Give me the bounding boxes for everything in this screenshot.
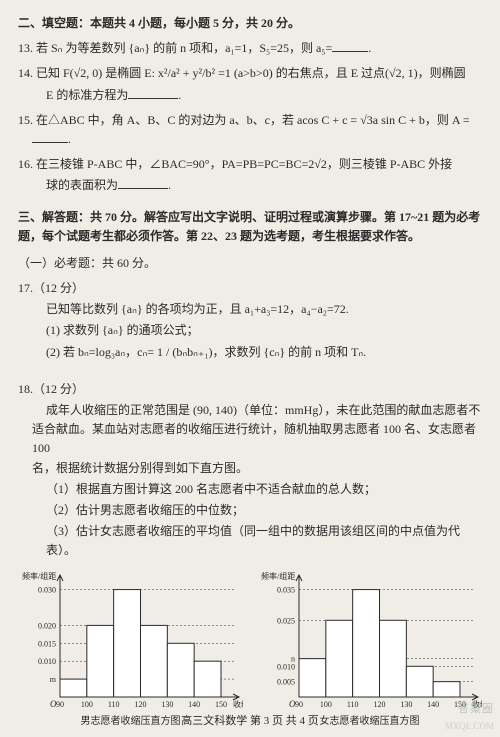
- q18-p3: （3）估计女志愿者收缩压的平均值（同一组中的数据用该组区间的中点值为代表）。: [18, 522, 482, 560]
- section-3-heading: 三、解答题：共 70 分。解答应写出文字说明、证明过程或演算步骤。第 17~21…: [18, 208, 482, 246]
- watermark-url: MXQE.COM: [445, 719, 494, 733]
- q14-line2: E 的标准方程为.: [18, 86, 482, 105]
- svg-text:0.010: 0.010: [38, 657, 56, 666]
- svg-text:130: 130: [161, 700, 173, 709]
- svg-text:110: 110: [347, 700, 359, 709]
- q16-line1: 16. 在三棱锥 P-ABC 中，∠BAC=90°，PA=PB=PC=BC=2√…: [18, 155, 482, 174]
- q16-line2: 球的表面积为.: [18, 176, 482, 195]
- q15: 15. 在△ABC 中，角 A、B、C 的对边为 a、b、c，若 acos C …: [18, 111, 482, 149]
- q14-blank: [128, 87, 178, 99]
- svg-text:150: 150: [215, 700, 227, 709]
- q18-head: 18.（12 分）: [18, 380, 482, 399]
- svg-text:100: 100: [320, 700, 332, 709]
- charts-row: 频率/组距m0.0100.0150.0200.030O9010011012013…: [18, 567, 482, 727]
- q14-line1: 14. 已知 F(√2, 0) 是椭圆 E: x²/a² + y²/b² =1 …: [18, 64, 482, 83]
- svg-text:0.015: 0.015: [38, 639, 56, 648]
- q18-p1: （1）根据直方图计算这 200 名志愿者中不适合献血的总人数；: [18, 480, 482, 499]
- q15-text: 15. 在△ABC 中，角 A、B、C 的对边为 a、b、c，若 acos C …: [18, 113, 470, 127]
- watermark: 答案圈: [458, 701, 494, 719]
- q18-l1: 成年人收缩压的正常范围是 (90, 140)（单位：mmHg），未在此范围的献血…: [18, 401, 482, 420]
- q16-blank: [118, 177, 168, 189]
- male-histogram: 频率/组距m0.0100.0150.0200.030O9010011012013…: [18, 567, 243, 727]
- svg-text:0.010: 0.010: [277, 662, 295, 671]
- q18-l3: 名，根据统计数据分别得到如下直方图。: [18, 459, 482, 478]
- page-footer: 高三文科数学 第 3 页 共 4 页: [0, 713, 500, 731]
- q17-l3: (2) 若 bₙ=log₃aₙ，cₙ= 1 / (bₙbₙ₊₁)，求数列 {cₙ…: [18, 343, 482, 362]
- svg-text:n: n: [291, 654, 295, 663]
- svg-text:100: 100: [81, 700, 93, 709]
- svg-text:0.035: 0.035: [277, 585, 295, 594]
- q13-text: 13. 若 Sₙ 为等差数列 {aₙ} 的前 n 项和，a₁=1，S₅=25，则…: [18, 41, 332, 55]
- q18-p2: （2）估计男志愿者收缩压的中位数；: [18, 501, 482, 520]
- svg-text:0.025: 0.025: [277, 616, 295, 625]
- section-3-sub1: （一）必考题：共 60 分。: [18, 254, 482, 273]
- svg-text:m: m: [50, 675, 57, 684]
- svg-text:140: 140: [427, 700, 439, 709]
- svg-text:120: 120: [135, 700, 147, 709]
- q17-l2: (1) 求数列 {aₙ} 的通项公式；: [18, 321, 482, 340]
- svg-text:0.030: 0.030: [38, 585, 56, 594]
- svg-text:90: 90: [295, 700, 303, 709]
- q17-head: 17.（12 分）: [18, 279, 482, 298]
- q13-blank: [332, 40, 368, 52]
- svg-text:频率/组距: 频率/组距: [261, 571, 295, 581]
- q16b-text: 球的表面积为: [46, 178, 118, 192]
- svg-text:130: 130: [400, 700, 412, 709]
- q14b-text: E 的标准方程为: [46, 88, 128, 102]
- svg-text:120: 120: [374, 700, 386, 709]
- svg-text:0.005: 0.005: [277, 677, 295, 686]
- q15-blank: [32, 131, 68, 143]
- svg-text:90: 90: [56, 700, 64, 709]
- q18-l2: 适合献血。某血站对志愿者的收缩压进行统计，随机抽取男志愿者 100 名、女志愿者…: [18, 420, 482, 458]
- section-2-heading: 二、填空题：本题共 4 小题，每小题 5 分，共 20 分。: [18, 14, 482, 33]
- q13: 13. 若 Sₙ 为等差数列 {aₙ} 的前 n 项和，a₁=1，S₅=25，则…: [18, 39, 482, 58]
- svg-text:110: 110: [108, 700, 120, 709]
- svg-text:140: 140: [188, 700, 200, 709]
- female-histogram: 频率/组距0.0050.010n0.0250.035O9010011012013…: [257, 567, 482, 727]
- svg-text:0.020: 0.020: [38, 621, 56, 630]
- q17-l1: 已知等比数列 {aₙ} 的各项均为正，且 a₁+a₃=12，a₄−a₂=72.: [18, 300, 482, 319]
- svg-text:收缩压: 收缩压: [233, 699, 243, 709]
- svg-text:频率/组距: 频率/组距: [22, 571, 56, 581]
